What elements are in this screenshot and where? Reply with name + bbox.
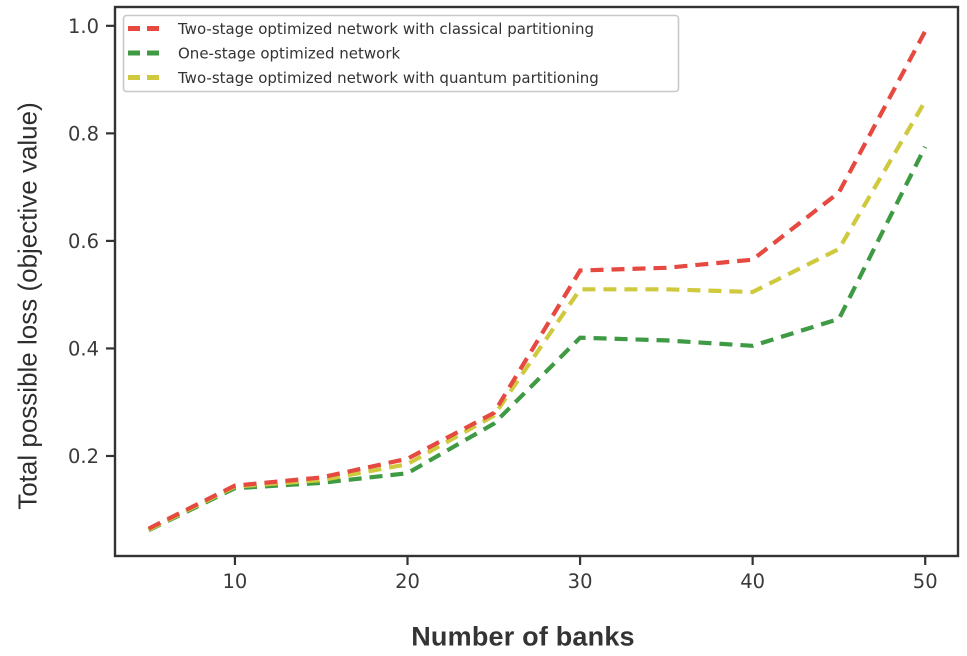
legend-box xyxy=(122,14,680,93)
x-tick-label: 40 xyxy=(740,570,765,593)
y-tick-label: 0.8 xyxy=(68,122,99,145)
legend-label: Two-stage optimized network with quantum… xyxy=(177,69,599,87)
y-tick-label: 0.2 xyxy=(68,445,99,468)
y-axis-label: Total possible loss (objective value) xyxy=(12,102,43,510)
y-tick-label: 0.4 xyxy=(68,337,99,360)
x-tick-label: 50 xyxy=(913,570,938,593)
y-tick-label: 0.6 xyxy=(68,230,99,253)
legend-label: One-stage optimized network xyxy=(178,45,401,63)
series-line-1 xyxy=(147,145,928,533)
series-line-2 xyxy=(147,100,928,532)
legend-label: Two-stage optimized network with classic… xyxy=(177,20,594,38)
plot-frame xyxy=(113,5,960,558)
x-axis-label: Number of banks xyxy=(411,621,635,652)
series-line-0 xyxy=(147,30,928,531)
x-tick-label: 10 xyxy=(223,570,248,593)
y-tick-label: 1.0 xyxy=(68,15,99,38)
x-tick-label: 30 xyxy=(568,570,593,593)
x-tick-label: 20 xyxy=(395,570,420,593)
